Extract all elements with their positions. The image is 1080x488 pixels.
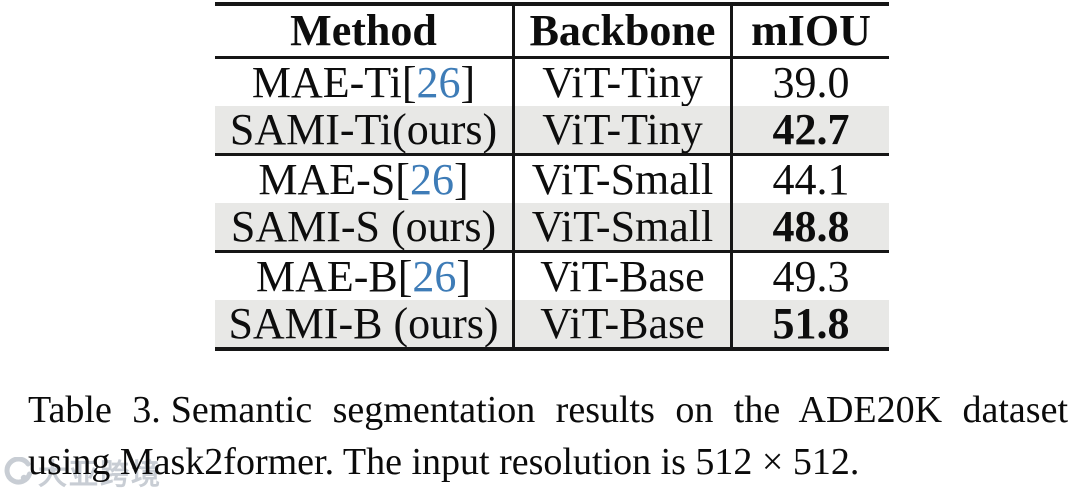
miou-cell: 48.8 — [730, 203, 889, 250]
watermark: 大亚跨境 — [3, 451, 162, 488]
method-label: MAE-Ti — [251, 59, 402, 106]
backbone-cell: ViT-Small — [512, 203, 730, 250]
watermark-logo-icon — [4, 457, 32, 485]
method-cell: SAMI-S (ours) — [215, 203, 512, 250]
backbone-cell: ViT-Small — [512, 156, 730, 203]
citation-bracket-open: [ — [395, 156, 410, 203]
citation-bracket-close: ] — [460, 59, 476, 106]
miou-cell: 51.8 — [730, 300, 889, 347]
miou-cell: 42.7 — [730, 106, 889, 153]
table-row: SAMI-B (ours) ViT-Base 51.8 — [215, 300, 889, 347]
method-cell: MAE-S[26] — [215, 156, 512, 203]
column-header-method: Method — [290, 6, 437, 55]
miou-cell: 44.1 — [730, 156, 889, 203]
citation-bracket-open: [ — [397, 253, 413, 300]
citation-bracket-close: ] — [453, 156, 469, 203]
backbone-cell: ViT-Base — [512, 253, 730, 300]
column-header-miou: mIOU — [730, 6, 889, 56]
table-row: MAE-Ti[26] ViT-Tiny 39.0 — [215, 59, 889, 106]
caption-line-1: Table 3. Semantic segmentation results on… — [28, 384, 1068, 436]
citation-bracket-open: [ — [401, 59, 417, 106]
caption-label: Table 3. — [28, 389, 161, 431]
citation-link[interactable]: 26 — [409, 156, 454, 203]
table-row: MAE-S[26] ViT-Small 44.1 — [215, 156, 889, 203]
table-row: SAMI-S (ours) ViT-Small 48.8 — [215, 203, 889, 253]
backbone-cell: ViT-Tiny — [512, 59, 730, 106]
citation-link[interactable]: 26 — [412, 253, 457, 300]
method-label: MAE-B — [255, 253, 398, 300]
method-label: SAMI-S (ours) — [230, 203, 497, 250]
results-table: Method Backbone mIOU MAE-Ti[26] ViT-Tiny 3… — [215, 2, 889, 351]
method-label: SAMI-Ti(ours) — [229, 106, 498, 153]
citation-bracket-close: ] — [456, 253, 472, 300]
caption-text-line1: Semantic segmentation results on the ADE… — [170, 389, 1068, 431]
citation-link[interactable]: 26 — [416, 59, 461, 106]
method-label: SAMI-B (ours) — [228, 300, 499, 347]
backbone-cell: ViT-Base — [512, 300, 730, 347]
method-cell: MAE-Ti[26] — [215, 59, 512, 106]
method-label: MAE-S — [258, 156, 396, 203]
miou-cell: 39.0 — [730, 59, 889, 106]
miou-cell: 49.3 — [730, 253, 889, 300]
backbone-cell: ViT-Tiny — [512, 106, 730, 153]
table-caption: Table 3. Semantic segmentation results on… — [28, 384, 1068, 488]
method-cell: SAMI-Ti(ours) — [215, 106, 512, 153]
table-row: SAMI-Ti(ours) ViT-Tiny 42.7 — [215, 106, 889, 156]
method-cell: MAE-B[26] — [215, 253, 512, 300]
watermark-text: 大亚跨境 — [38, 459, 163, 488]
table-row: MAE-B[26] ViT-Base 49.3 — [215, 253, 889, 300]
caption-line-2: using Mask2former. The input resolution … — [28, 441, 860, 483]
column-header-backbone: Backbone — [512, 6, 730, 56]
table-header-row: Method Backbone mIOU — [215, 6, 889, 59]
method-cell: SAMI-B (ours) — [215, 300, 512, 347]
